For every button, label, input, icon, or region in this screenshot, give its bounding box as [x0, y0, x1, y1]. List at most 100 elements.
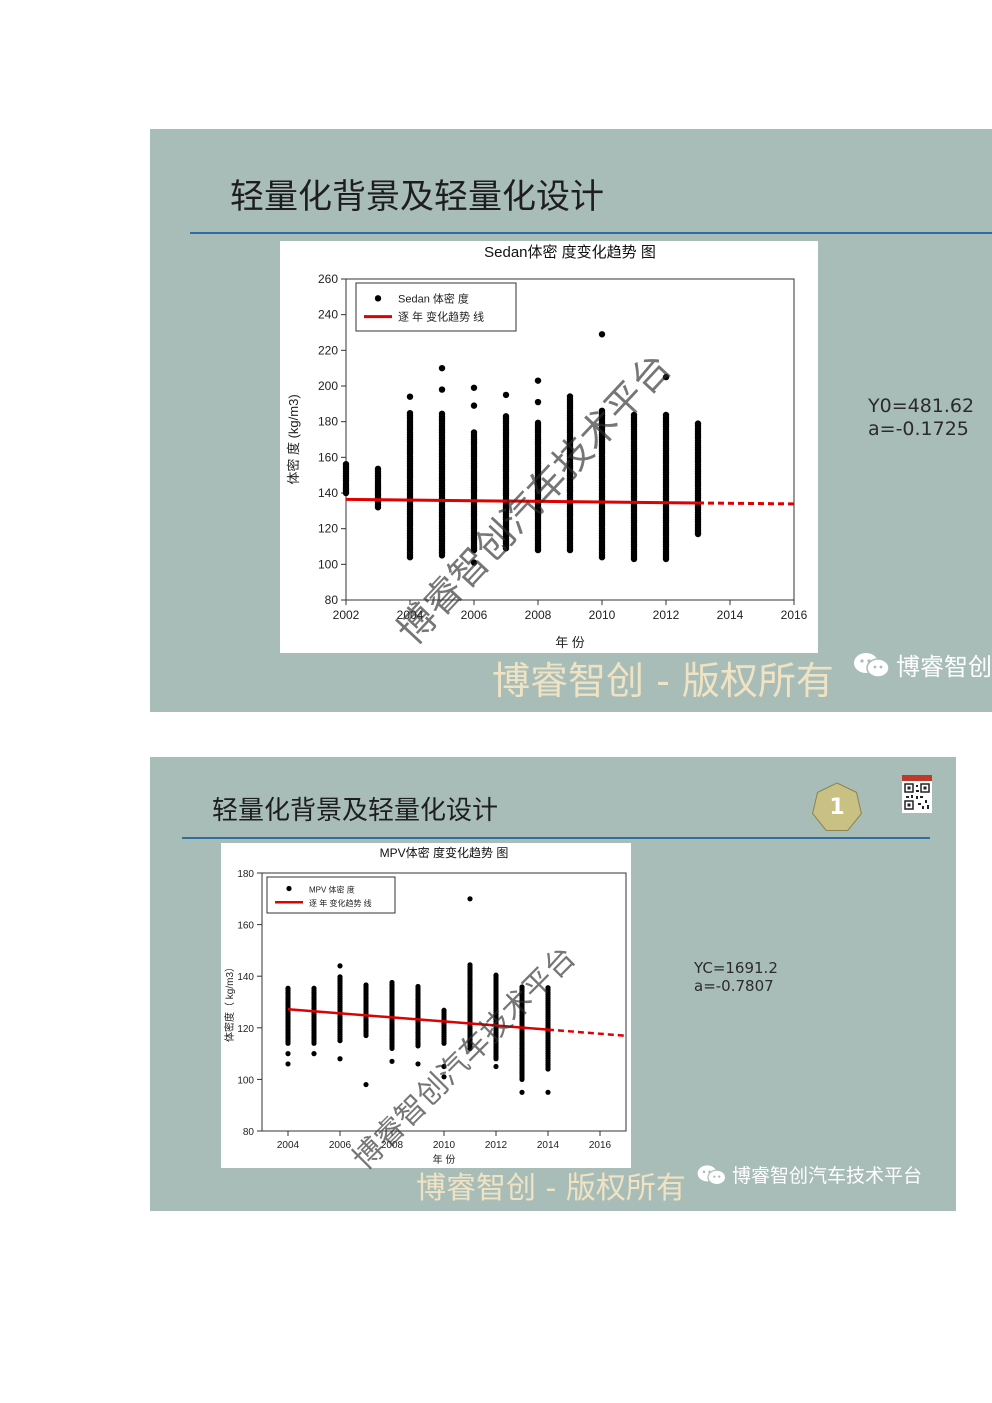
legend-label: 逐 年 变化趋势 线: [398, 310, 484, 324]
title-divider: [190, 232, 992, 234]
qr-code: [902, 775, 932, 813]
data-point: [406, 410, 414, 417]
copyright-watermark: 博睿智创 - 版权所有: [416, 1171, 686, 1206]
wechat-icon: [697, 1164, 727, 1185]
data-point: [662, 373, 670, 381]
y-axis-label: 体密 度 (kg/m3): [286, 394, 301, 484]
data-point: [337, 1056, 343, 1062]
fit-y0: YC=1691.2: [694, 959, 778, 977]
data-point: [470, 402, 478, 409]
x-tick-label: 2004: [277, 1140, 300, 1151]
x-tick-label: 2014: [717, 608, 744, 622]
slide-title: 轻量化背景及轻量化设计: [230, 177, 604, 217]
data-point: [467, 896, 473, 902]
wechat-label: 博睿智创汽车技术平台: [732, 1165, 923, 1187]
mpv-chart: MPV体密 度变化趋势 图 80 100 120 140 160 180 2004 2006 20…: [221, 843, 631, 1168]
sedan-chart: Sedan体密 度变化趋势 图 80 100 120 140 160 180 200 220 24…: [280, 241, 818, 653]
data-point: [630, 411, 638, 419]
sedan-chart-svg: Sedan体密 度变化趋势 图 80 100 120 140 160 180 200 220 24…: [286, 244, 808, 650]
x-tick-label: 2002: [333, 608, 360, 622]
qr-header: [902, 775, 932, 781]
data-point: [311, 1051, 317, 1057]
legend-marker-points: [374, 295, 382, 302]
data-point: [534, 377, 542, 384]
data-point: [470, 384, 478, 391]
slide-title: 轻量化背景及轻量化设计: [212, 796, 499, 826]
chart-title: MPV体密 度变化趋势 图: [380, 845, 509, 860]
y-tick-label: 80: [243, 1127, 255, 1138]
y-tick-label: 160: [318, 450, 338, 464]
y-tick-label: 100: [318, 557, 338, 571]
wechat-icon: [854, 652, 890, 678]
slide-mpv: 轻量化背景及轻量化设计 1 MPV体密 度变化趋势 图 80 100 120 140 16…: [150, 757, 956, 1211]
fit-parameters: Y0=481.62 a=-0.1725: [868, 395, 974, 441]
mpv-chart-svg: MPV体密 度变化趋势 图 80 100 120 140 160 180 2004 2006 20…: [223, 845, 627, 1166]
data-point: [311, 985, 317, 991]
data-point: [519, 984, 525, 990]
data-point: [441, 1063, 447, 1070]
x-tick-label: 2004: [397, 608, 424, 622]
y-tick-label: 220: [318, 343, 338, 357]
data-point: [662, 411, 670, 419]
data-point: [342, 461, 350, 468]
y-tick-label: 140: [318, 486, 338, 500]
data-point: [337, 974, 343, 980]
badge-number: 1: [829, 795, 845, 820]
data-point: [493, 972, 499, 978]
data-point: [389, 1058, 395, 1064]
data-point: [598, 407, 606, 414]
x-tick-label: 2008: [525, 608, 552, 622]
y-tick-label: 180: [318, 415, 338, 429]
legend-marker-points: [286, 885, 292, 892]
data-point: [441, 1074, 447, 1080]
y-tick-label: 180: [237, 869, 254, 880]
title-divider: [182, 837, 930, 839]
trend-line-extrapolated: [697, 501, 795, 506]
y-tick-label: 100: [237, 1075, 254, 1086]
data-point: [467, 962, 473, 968]
x-tick-label: 2016: [781, 608, 808, 622]
wechat-tag: 博睿智创: [852, 647, 992, 682]
data-point: [415, 1061, 421, 1067]
legend-label: Sedan 体密 度: [398, 291, 469, 305]
slide-sedan: 轻量化背景及轻量化设计 Sedan体密 度变化趋势 图 80 100 120 140 16…: [150, 129, 992, 712]
wechat-tag: 博睿智创汽车技术平台: [696, 1161, 922, 1188]
fit-a: a=-0.1725: [868, 417, 969, 440]
legend-box: [266, 876, 396, 914]
x-tick-label: 2006: [461, 608, 488, 622]
data-point: [438, 386, 446, 393]
x-tick-label: 2010: [589, 608, 616, 622]
trend-line: [287, 1007, 549, 1031]
data-point: [438, 364, 446, 372]
data-point: [545, 985, 551, 991]
wechat-label: 博睿智创: [896, 653, 992, 681]
trend-line: [345, 497, 699, 505]
data-point: [534, 398, 542, 406]
fit-a: a=-0.7807: [694, 977, 774, 995]
fit-parameters: YC=1691.2 a=-0.7807: [694, 959, 778, 995]
data-point: [694, 420, 702, 427]
x-tick-label: 2012: [485, 1140, 508, 1151]
y-tick-label: 120: [318, 522, 338, 536]
data-point: [545, 1089, 551, 1095]
x-axis-label: 年 份: [433, 1153, 456, 1166]
y-tick-label: 160: [237, 921, 254, 932]
legend-label: 逐 年 变化趋势 线: [309, 898, 372, 908]
data-point: [438, 410, 446, 418]
data-point: [285, 1051, 291, 1057]
data-point: [337, 963, 343, 969]
data-point: [374, 465, 382, 473]
page-number-badge: 1: [810, 781, 864, 835]
data-point: [470, 559, 478, 566]
legend-label: MPV 体密 度: [309, 885, 355, 895]
qr-code-icon: [904, 783, 930, 810]
x-tick-label: 2008: [381, 1140, 404, 1151]
data-point: [502, 413, 510, 420]
fit-y0: Y0=481.62: [868, 395, 975, 417]
data-point: [493, 1063, 499, 1070]
legend-box: [355, 282, 517, 332]
x-tick-label: 2014: [537, 1140, 560, 1151]
x-tick-label: 2006: [329, 1140, 352, 1151]
data-point: [598, 331, 606, 338]
data-point: [415, 983, 421, 990]
